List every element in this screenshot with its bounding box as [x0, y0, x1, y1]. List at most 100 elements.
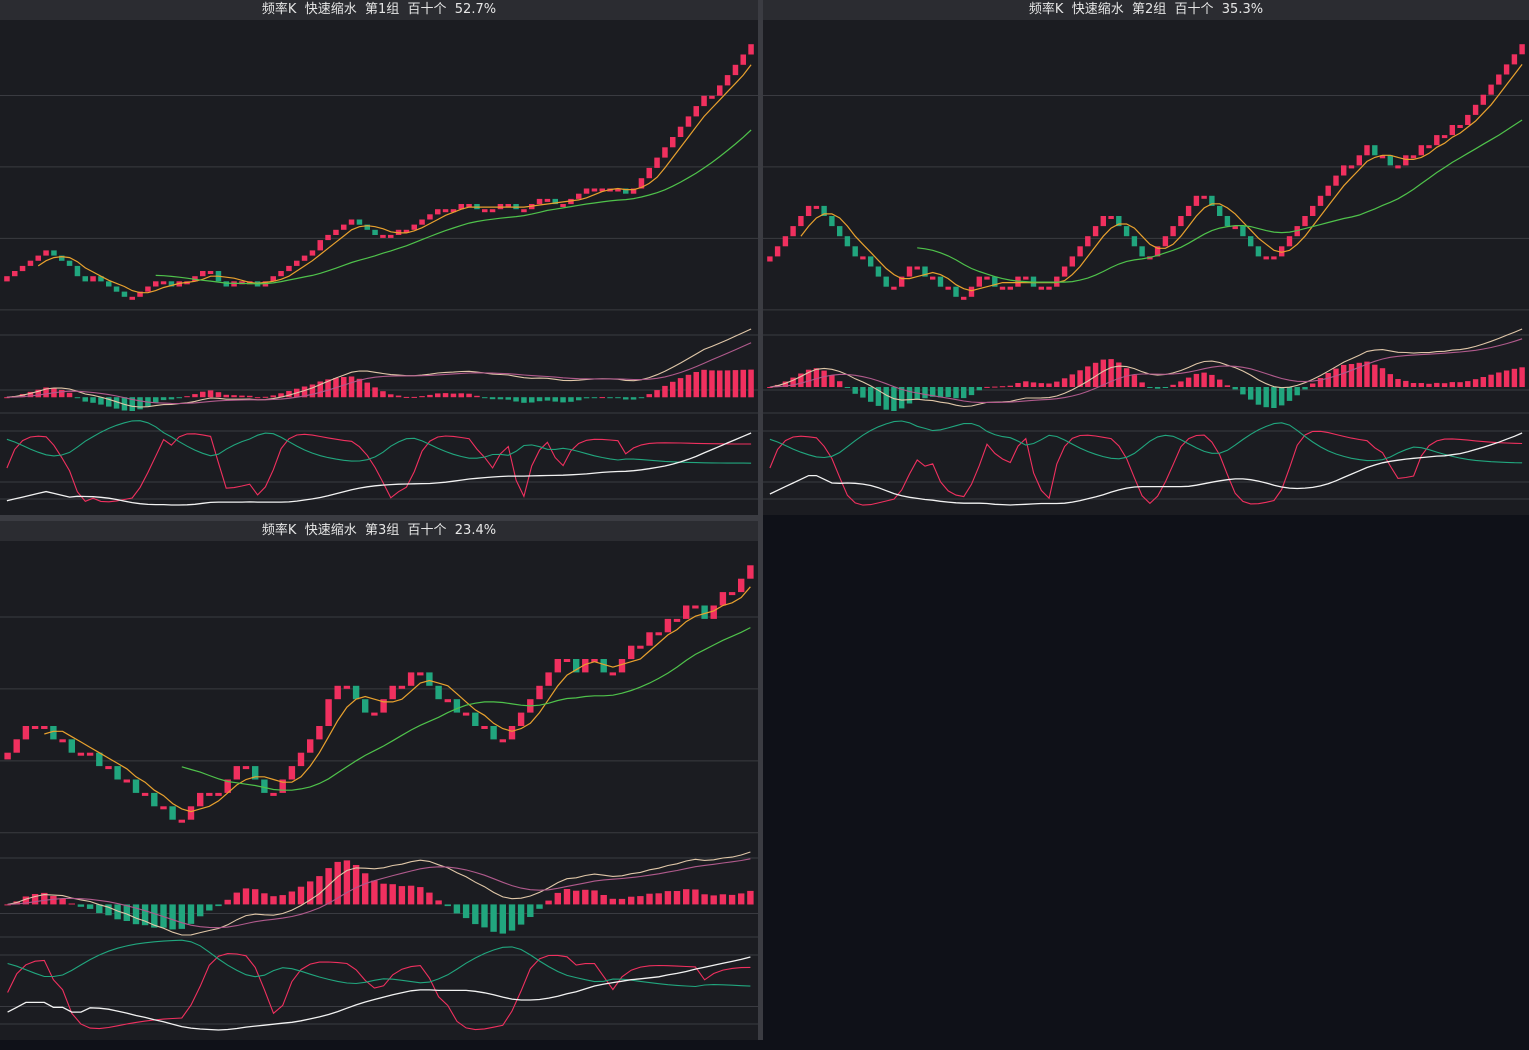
candle [883, 276, 889, 287]
candle [398, 685, 406, 689]
macd-bar [1069, 374, 1075, 387]
macd-bar [821, 370, 827, 387]
macd-bar [1395, 379, 1401, 387]
candle [615, 188, 621, 192]
candle [22, 726, 30, 740]
candle [1271, 256, 1277, 260]
macd-bar [490, 904, 497, 932]
candle [692, 605, 699, 609]
macd-bar [129, 397, 135, 411]
macd-bar [197, 904, 204, 917]
candle [1209, 195, 1215, 206]
ma-short-line [44, 586, 751, 813]
kdj-j-line [6, 433, 752, 503]
macd-bar [223, 394, 229, 398]
macd-bar [868, 387, 874, 402]
macd-bar [176, 397, 182, 399]
chart-panel-3: 频率K 快速缩水 第3组 百十个 23.4% [0, 521, 758, 1040]
candle [141, 792, 149, 796]
candle [710, 605, 717, 619]
macd-bar [242, 888, 250, 905]
candle [1108, 216, 1114, 219]
macd-bar [35, 389, 41, 398]
kdj-d-line [7, 939, 751, 988]
macd-bar [419, 396, 425, 398]
macd-bar [560, 397, 566, 403]
candle [844, 236, 851, 247]
macd-bar [536, 904, 543, 909]
candle [701, 95, 707, 107]
candle [482, 209, 488, 213]
macd-bar [717, 370, 723, 398]
macd-bar [798, 373, 804, 387]
macd-bar [96, 904, 103, 914]
candle [1364, 145, 1370, 156]
candle [82, 276, 88, 282]
macd-dif-line [7, 851, 751, 936]
candle [906, 266, 913, 277]
macd-bar [638, 397, 645, 399]
macd-bar [462, 904, 470, 919]
macd-bar [316, 876, 323, 905]
candle [252, 766, 259, 780]
candle [239, 281, 245, 285]
candle [207, 271, 214, 274]
candle [288, 766, 296, 780]
kdj-k-line [769, 432, 1523, 506]
candle [1441, 135, 1448, 139]
macd-bar [1116, 362, 1122, 387]
macd-dea-line [6, 342, 752, 405]
macd-bar [123, 904, 130, 921]
macd-bar [568, 397, 574, 402]
candle [123, 779, 130, 783]
candle [74, 265, 81, 277]
ma-long-line [181, 627, 751, 791]
macd-bar [709, 370, 715, 398]
macd-bar [398, 886, 406, 905]
macd-bar [1054, 381, 1060, 387]
macd-bar [307, 881, 314, 905]
candle [1302, 216, 1308, 227]
macd-bar [583, 397, 590, 399]
candle [748, 44, 754, 55]
macd-bar [1217, 379, 1223, 388]
candle [984, 276, 990, 280]
candle [798, 216, 804, 227]
macd-bar [184, 396, 190, 398]
macd-bar [231, 395, 237, 398]
macd-bar [160, 397, 167, 401]
macd-bar [576, 397, 582, 401]
macd-bar [343, 860, 351, 905]
macd-bar [43, 387, 49, 398]
macd-bar [1325, 373, 1331, 388]
candle [813, 205, 820, 209]
macd-bar [207, 390, 214, 398]
macd-bar [1248, 387, 1254, 400]
candle [1061, 266, 1068, 277]
candle [309, 250, 316, 256]
candle [1077, 246, 1083, 257]
candle [821, 205, 827, 216]
macd-bar [153, 397, 159, 403]
macd-bar [252, 889, 259, 905]
macd-bar [215, 392, 222, 398]
macd-bar [591, 397, 598, 399]
macd-bar [961, 387, 967, 399]
candle [868, 256, 874, 267]
candle [435, 685, 442, 700]
ma-short-line [37, 64, 752, 294]
candle [829, 216, 835, 227]
macd-bar [215, 904, 222, 907]
candle [121, 291, 128, 297]
chart-canvas [0, 44, 758, 506]
candle [891, 286, 897, 290]
macd-bar [105, 904, 112, 916]
macd-bar [738, 893, 745, 905]
macd-bar [945, 387, 951, 397]
candle [223, 281, 229, 287]
macd-bar [630, 397, 637, 400]
macd-bar [90, 397, 96, 403]
candle [19, 265, 26, 272]
macd-bar [141, 904, 149, 926]
macd-bar [747, 890, 754, 905]
